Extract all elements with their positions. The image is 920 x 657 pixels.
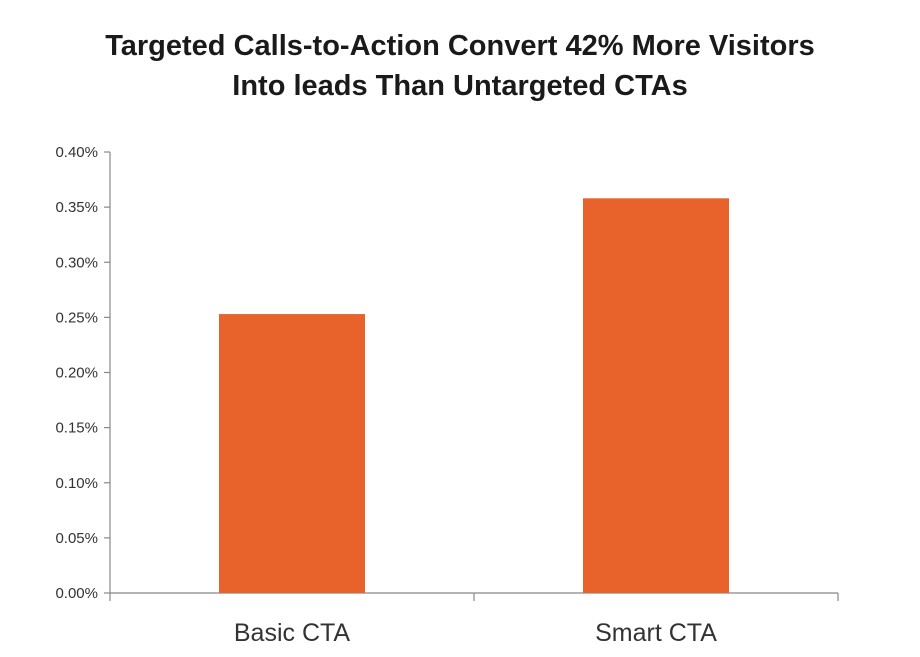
chart-title-line-1: Targeted Calls-to-Action Convert 42% Mor… [105, 30, 815, 62]
chart-title-line-2: Into leads Than Untargeted CTAs [232, 70, 688, 102]
y-tick-label: 0.15% [55, 420, 98, 437]
x-category-label: Basic CTA [234, 619, 351, 647]
bars [219, 198, 729, 593]
y-tick-label: 0.35% [55, 199, 98, 216]
y-tick-label: 0.20% [55, 365, 98, 382]
bar-basic-cta [219, 314, 365, 593]
bar-smart-cta [583, 198, 729, 593]
y-axis: 0.00% 0.05% 0.10% 0.15% 0.20% 0.25% 0.30% 0.35%… [55, 144, 111, 602]
x-category-label: Smart CTA [595, 619, 717, 647]
y-tick-label: 0.00% [55, 585, 98, 602]
y-tick-label: 0.25% [55, 309, 98, 326]
y-tick-label: 0.10% [55, 475, 98, 492]
chart-title: Targeted Calls-to-Action Convert 42% Mor… [0, 26, 920, 106]
x-axis [109, 592, 839, 601]
y-tick-label: 0.30% [55, 254, 98, 271]
y-tick-label: 0.40% [55, 144, 98, 161]
category-labels: Basic CTA Smart CTA [234, 619, 717, 647]
y-tick-label: 0.05% [55, 530, 98, 547]
